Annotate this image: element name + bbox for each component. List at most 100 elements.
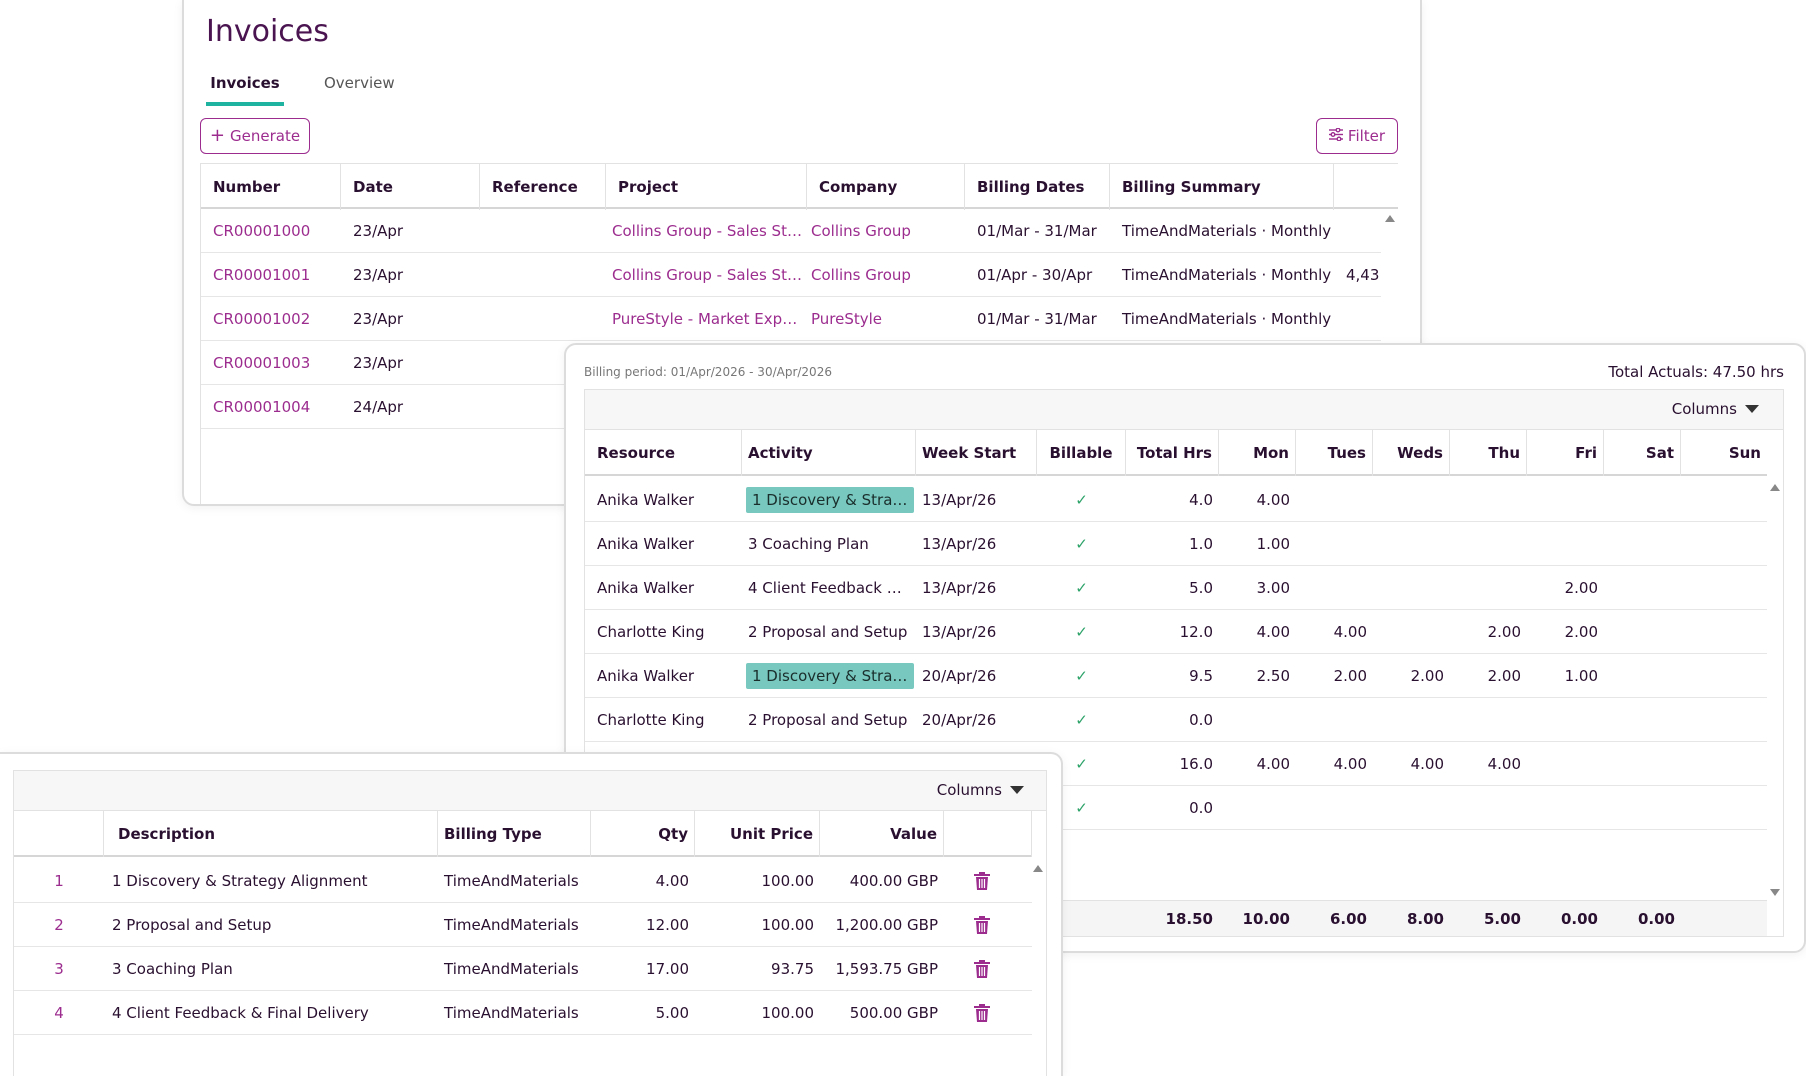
- line-unit-price: 100.00: [761, 1004, 815, 1022]
- sun-hrs: [1681, 610, 1767, 654]
- mon-hrs: 4.00: [1256, 755, 1290, 773]
- col-qty[interactable]: Qty: [591, 811, 695, 857]
- table-row[interactable]: Charlotte King 2 Proposal and Setup 13/Apr…: [585, 610, 1767, 654]
- fri-sum: 0.00: [1560, 910, 1598, 928]
- trash-icon[interactable]: [974, 872, 990, 890]
- scroll-up-arrow-icon[interactable]: [1033, 865, 1043, 872]
- tues-hrs: 4.00: [1333, 623, 1367, 641]
- col-billing-type[interactable]: Billing Type: [438, 811, 591, 857]
- col-weds[interactable]: Weds: [1373, 430, 1450, 476]
- sun-hrs: [1681, 478, 1767, 522]
- generate-button[interactable]: + Generate: [200, 118, 310, 154]
- table-row[interactable]: 1 1 Discovery & Strategy Alignment TimeAnd…: [14, 859, 1032, 903]
- timesheet-scrollbar[interactable]: [1767, 478, 1783, 902]
- trash-icon[interactable]: [974, 916, 990, 934]
- table-row[interactable]: Anika Walker 1 Discovery & Strategy Align…: [585, 478, 1767, 522]
- table-row[interactable]: Anika Walker 4 Client Feedback & Final De…: [585, 566, 1767, 610]
- col-description[interactable]: Description: [104, 811, 438, 857]
- scroll-up-arrow-icon[interactable]: [1770, 484, 1780, 491]
- col-number[interactable]: Number: [201, 164, 341, 210]
- mon-hrs: [1219, 698, 1296, 742]
- col-tues[interactable]: Tues: [1296, 430, 1373, 476]
- activity-name: 3 Coaching Plan: [748, 535, 869, 553]
- sat-sum: 0.00: [1637, 910, 1675, 928]
- invoice-project[interactable]: Collins Group - Sales Strategy: [612, 266, 803, 284]
- table-row[interactable]: Anika Walker 1 Discovery & Strategy Align…: [585, 654, 1767, 698]
- invoice-billing-dates: 01/Mar - 31/Mar: [977, 310, 1097, 328]
- activity-chip[interactable]: 1 Discovery & Strategy Alignment: [746, 487, 914, 513]
- table-row[interactable]: Anika Walker 3 Coaching Plan 13/Apr/26 ✓ 1.0…: [585, 522, 1767, 566]
- tab-overview[interactable]: Overview: [324, 74, 395, 92]
- columns-button[interactable]: Columns: [937, 781, 1024, 799]
- col-billing-dates[interactable]: Billing Dates: [965, 164, 1110, 210]
- invoice-number[interactable]: CR00001003: [213, 354, 311, 372]
- tues-hrs: 4.00: [1333, 755, 1367, 773]
- activity-chip[interactable]: 1 Discovery & Strategy Alignment: [746, 663, 914, 689]
- line-items-scrollbar[interactable]: [1030, 859, 1046, 1076]
- table-row[interactable]: ✓ 16.0 4.00 4.00 4.00 4.00: [585, 742, 1767, 786]
- col-billing-summary[interactable]: Billing Summary: [1110, 164, 1334, 210]
- col-week-start[interactable]: Week Start: [916, 430, 1037, 476]
- invoice-project[interactable]: Collins Group - Sales Strategy: [612, 222, 803, 240]
- table-row[interactable]: CR00001002 23/Apr PureStyle - Market Expan…: [201, 297, 1381, 341]
- invoice-number[interactable]: CR00001001: [213, 266, 311, 284]
- invoice-number[interactable]: CR00001004: [213, 398, 311, 416]
- invoice-number[interactable]: CR00001000: [213, 222, 311, 240]
- line-description: 4 Client Feedback & Final Delivery: [112, 1004, 369, 1022]
- line-billing-type: TimeAndMaterials: [444, 916, 579, 934]
- col-fri[interactable]: Fri: [1527, 430, 1604, 476]
- col-activity[interactable]: Activity: [742, 430, 916, 476]
- col-sun[interactable]: Sun: [1728, 444, 1761, 462]
- fri-hrs: [1527, 522, 1604, 566]
- table-row[interactable]: ✓ 0.0: [585, 786, 1767, 830]
- table-row[interactable]: CR00001001 23/Apr Collins Group - Sales St…: [201, 253, 1381, 297]
- chevron-down-icon: [1010, 786, 1024, 794]
- table-row[interactable]: 4 4 Client Feedback & Final Delivery TimeA…: [14, 991, 1032, 1035]
- row-index: 3: [54, 960, 64, 978]
- filter-button[interactable]: Filter: [1316, 118, 1398, 154]
- scroll-up-arrow-icon[interactable]: [1385, 215, 1395, 222]
- col-reference[interactable]: Reference: [480, 164, 606, 210]
- scroll-down-arrow-icon[interactable]: [1770, 889, 1780, 896]
- table-row[interactable]: 2 2 Proposal and Setup TimeAndMaterials 12.…: [14, 903, 1032, 947]
- resource-name: Charlotte King: [597, 711, 705, 729]
- invoice-extra: [1334, 297, 1381, 341]
- tab-invoices[interactable]: Invoices: [206, 74, 284, 106]
- thu-hrs: [1450, 478, 1527, 522]
- billable-check-icon: ✓: [1075, 711, 1088, 729]
- timesheet-body: Anika Walker 1 Discovery & Strategy Align…: [585, 478, 1767, 830]
- invoice-date: 23/Apr: [353, 222, 404, 240]
- col-company[interactable]: Company: [807, 164, 965, 210]
- col-total-hrs[interactable]: Total Hrs: [1126, 430, 1219, 476]
- thu-hrs: [1450, 566, 1527, 610]
- col-billable[interactable]: Billable: [1037, 430, 1126, 476]
- filter-label: Filter: [1347, 127, 1386, 145]
- invoice-company[interactable]: PureStyle: [811, 310, 883, 328]
- trash-icon[interactable]: [974, 960, 990, 978]
- table-row[interactable]: Charlotte King 2 Proposal and Setup 20/Apr…: [585, 698, 1767, 742]
- columns-button[interactable]: Columns: [1672, 400, 1759, 418]
- col-resource[interactable]: Resource: [585, 430, 742, 476]
- mon-hrs: 4.00: [1256, 491, 1290, 509]
- table-row[interactable]: 3 3 Coaching Plan TimeAndMaterials 17.00 93.…: [14, 947, 1032, 991]
- table-row[interactable]: CR00001000 23/Apr Collins Group - Sales St…: [201, 209, 1381, 253]
- invoice-date: 23/Apr: [353, 310, 404, 328]
- col-sat[interactable]: Sat: [1604, 430, 1681, 476]
- col-thu[interactable]: Thu: [1450, 430, 1527, 476]
- sliders-icon: [1328, 127, 1343, 145]
- sun-hrs: [1681, 698, 1767, 742]
- invoice-company[interactable]: Collins Group: [811, 222, 911, 240]
- sat-hrs: [1604, 610, 1681, 654]
- invoice-company[interactable]: Collins Group: [811, 266, 911, 284]
- trash-icon[interactable]: [974, 1004, 990, 1022]
- col-mon[interactable]: Mon: [1219, 430, 1296, 476]
- col-value[interactable]: Value: [820, 811, 944, 857]
- col-date[interactable]: Date: [341, 164, 480, 210]
- invoice-number[interactable]: CR00001002: [213, 310, 311, 328]
- col-project[interactable]: Project: [606, 164, 807, 210]
- invoices-scrollbar[interactable]: [1382, 209, 1398, 504]
- sat-hrs: [1604, 742, 1681, 786]
- invoice-project[interactable]: PureStyle - Market Expansion: [612, 310, 803, 328]
- col-unit-price[interactable]: Unit Price: [695, 811, 820, 857]
- week-start: 20/Apr/26: [922, 711, 997, 729]
